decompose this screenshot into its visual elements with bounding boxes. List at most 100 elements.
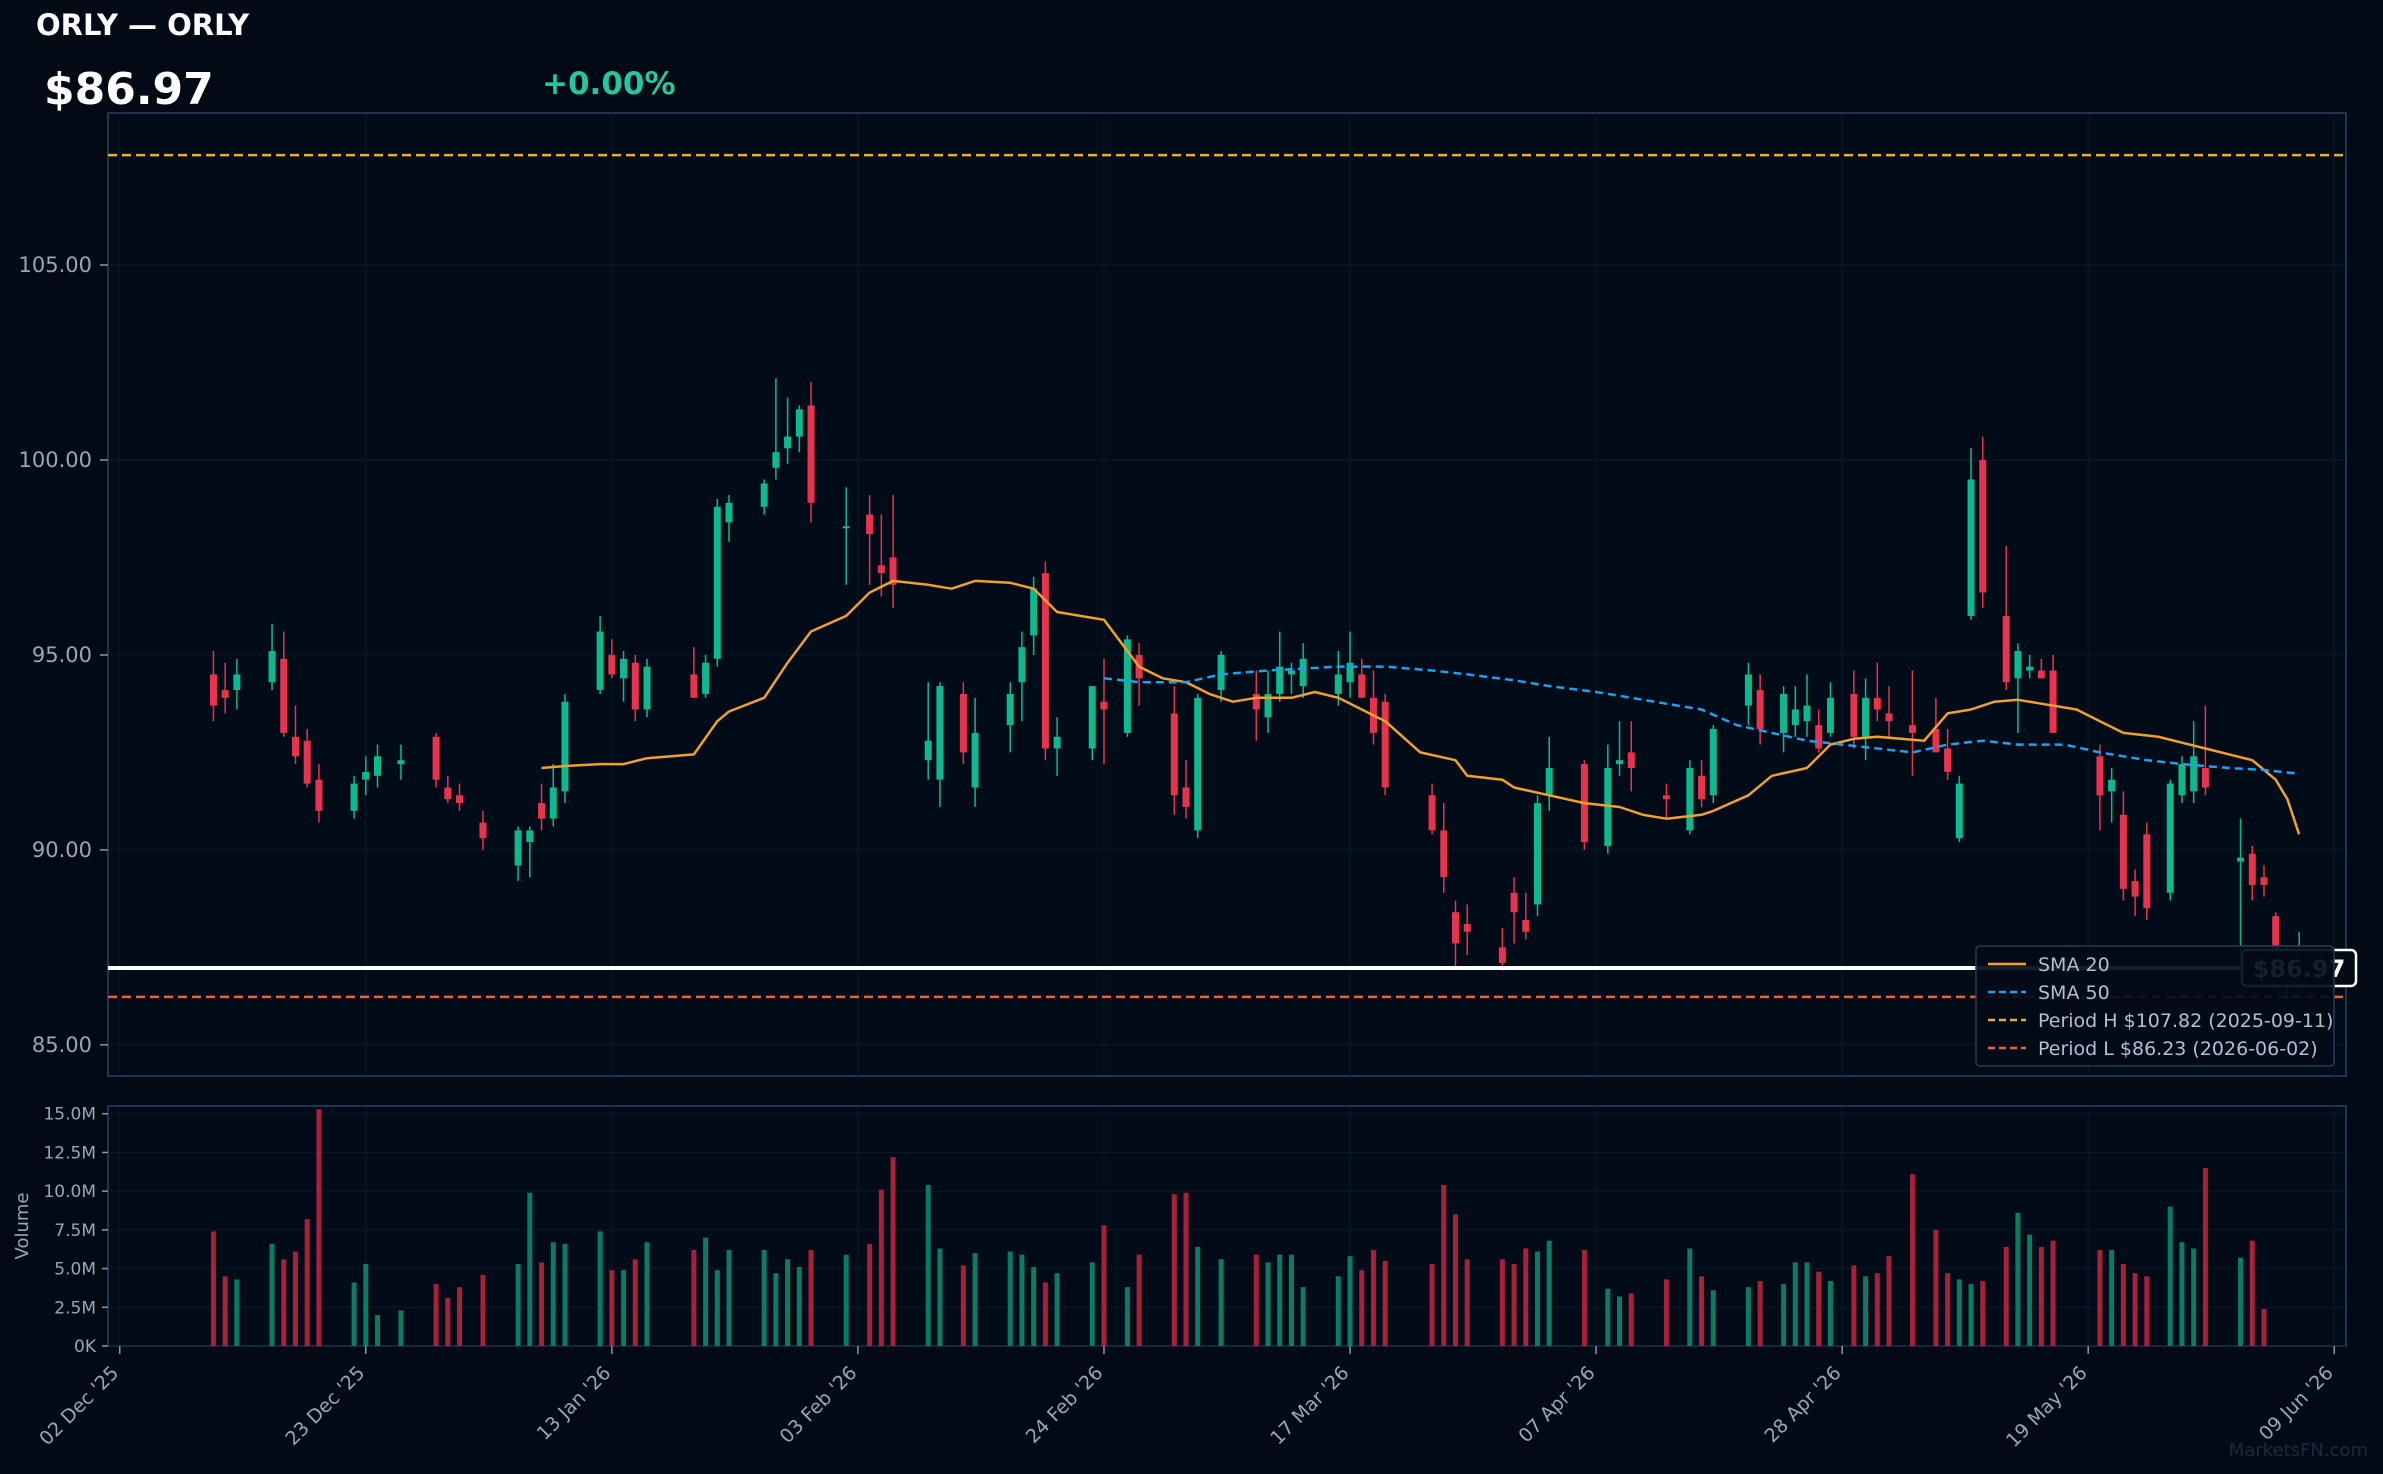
x-tick-label: 03 Feb '26 xyxy=(776,1362,862,1448)
volume-bar xyxy=(1288,1254,1294,1346)
candle-body xyxy=(561,701,569,792)
candle-body xyxy=(2178,764,2186,796)
candle-body xyxy=(233,674,241,691)
candle-body xyxy=(1955,783,1963,839)
x-tick-label: 17 Mar '26 xyxy=(1266,1362,1353,1449)
candle-body xyxy=(1780,693,1788,733)
candle-body xyxy=(959,693,967,753)
candle-body xyxy=(1334,674,1342,694)
sma-lines xyxy=(541,579,2301,835)
volume-bar xyxy=(2191,1248,2197,1346)
volume-bar xyxy=(925,1184,931,1346)
volume-bar xyxy=(398,1310,404,1346)
candle-body xyxy=(373,756,381,776)
volume-bar xyxy=(878,1189,884,1346)
volume-y-tick-label: 5.0M xyxy=(54,1260,96,1280)
volume-bar xyxy=(1359,1270,1365,1346)
x-tick-label: 09 Jun '26 xyxy=(2255,1362,2338,1445)
volume-bar xyxy=(1499,1259,1505,1346)
candles xyxy=(209,378,2303,999)
volume-bar xyxy=(761,1250,767,1346)
volume-bar xyxy=(445,1298,451,1346)
volume-bars xyxy=(210,1109,2267,1346)
volume-bar xyxy=(2120,1263,2126,1346)
volume-bar xyxy=(703,1237,709,1346)
legend-box xyxy=(1975,945,2335,1067)
volume-bar xyxy=(1792,1262,1798,1346)
candle-body xyxy=(2190,756,2198,792)
candle-body xyxy=(1498,947,1506,963)
volume-y-tick-label: 12.5M xyxy=(43,1143,96,1163)
candle-body xyxy=(795,409,803,437)
period-lines xyxy=(108,153,2346,999)
candle-body xyxy=(2014,651,2022,679)
candle-body xyxy=(889,557,897,585)
candle-body xyxy=(2143,834,2151,909)
volume-axis-label: Volume xyxy=(12,1193,33,1260)
candle-body xyxy=(1018,647,1026,683)
volume-bar xyxy=(1054,1273,1060,1346)
candle-body xyxy=(1944,748,1952,772)
candle-body xyxy=(1967,479,1975,616)
candle-body xyxy=(2201,767,2209,788)
candle-body xyxy=(1686,767,1694,831)
price-panel-frame xyxy=(107,112,2347,1077)
candle-body xyxy=(1053,736,1061,749)
candle-body xyxy=(1252,693,1260,710)
volume-bar xyxy=(1663,1279,1669,1346)
candle-body xyxy=(608,654,616,675)
candle-body xyxy=(924,740,932,761)
volume-bar xyxy=(1171,1194,1177,1346)
candle-body xyxy=(971,732,979,788)
candle-body xyxy=(221,690,229,698)
candle-body xyxy=(1885,713,1893,722)
volume-bar xyxy=(2050,1240,2056,1346)
candle-body xyxy=(1041,573,1049,749)
candle-body xyxy=(2237,857,2245,862)
volume-bar xyxy=(1370,1250,1376,1346)
volume-bar xyxy=(1535,1251,1541,1346)
x-tick-label: 19 May '26 xyxy=(2002,1362,2092,1452)
volume-bar xyxy=(292,1251,298,1346)
candle-body xyxy=(2260,877,2268,885)
volume-bar xyxy=(1136,1254,1142,1346)
x-tick-label: 28 Apr '26 xyxy=(1760,1362,1845,1447)
candle-body xyxy=(1862,697,1870,737)
volume-bar xyxy=(1265,1262,1271,1346)
volume-bar xyxy=(281,1259,287,1346)
candle-body xyxy=(1381,701,1389,788)
volume-bar xyxy=(1253,1254,1259,1346)
candle-body xyxy=(1604,767,1612,846)
candle-body xyxy=(1908,725,1916,733)
volume-bar xyxy=(1546,1240,1552,1346)
volume-bar xyxy=(527,1192,533,1346)
candle-body xyxy=(1194,697,1202,831)
volume-bar xyxy=(1757,1280,1763,1346)
volume-bar xyxy=(316,1109,322,1346)
volume-bar xyxy=(609,1270,615,1346)
sma50-line xyxy=(1103,665,2300,776)
volume-bar xyxy=(1699,1276,1705,1346)
volume-bar xyxy=(785,1259,791,1346)
candle-body xyxy=(1756,690,1764,730)
candle-body xyxy=(1698,775,1706,800)
volume-bar xyxy=(363,1263,369,1346)
volume-bar xyxy=(1382,1260,1388,1346)
candle-body xyxy=(209,674,217,706)
legend-label: Period L $86.23 (2026-06-02) xyxy=(2038,1038,2318,1060)
candle-body xyxy=(1662,795,1670,800)
volume-bar xyxy=(644,1242,650,1346)
candle-body xyxy=(479,822,487,839)
volume-bar xyxy=(2167,1206,2173,1346)
volume-bar xyxy=(773,1273,779,1346)
volume-y-tick-label: 15.0M xyxy=(43,1105,96,1125)
volume-bar xyxy=(1218,1259,1224,1346)
volume-grid xyxy=(107,1105,2347,1347)
volume-bar xyxy=(1687,1248,1693,1346)
candle-body xyxy=(1826,697,1834,733)
volume-y-tick-label: 7.5M xyxy=(54,1221,96,1241)
candle-body xyxy=(760,483,768,507)
candle-body xyxy=(1616,760,1624,765)
volume-y-tick-label: 2.5M xyxy=(54,1298,96,1318)
candle-body xyxy=(620,658,628,679)
